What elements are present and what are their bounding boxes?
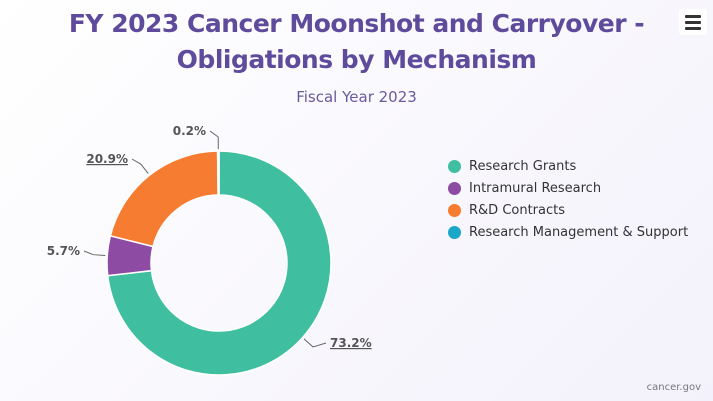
legend-item[interactable]: Intramural Research [448,177,688,199]
legend-item[interactable]: Research Grants [448,155,688,177]
legend-swatch [448,181,461,195]
legend-swatch [448,225,461,239]
chart-menu-button[interactable] [679,9,707,35]
legend-label: R&D Contracts [469,202,566,218]
data-label-connector [303,338,327,348]
chart-subtitle: Fiscal Year 2023 [296,88,417,106]
data-label-connector [131,158,149,174]
legend-item[interactable]: R&D Contracts [448,199,688,221]
chart-title-line-2: Obligations by Mechanism [176,45,537,74]
data-label-connector [83,250,106,256]
donut-slice-research-management-support[interactable] [216,150,220,196]
data-label: 73.2% [330,336,372,350]
data-label: 5.7% [47,244,80,258]
chart-legend: Research Grants Intramural Research R&D Co… [448,155,688,243]
legend-label: Research Grants [469,158,577,174]
data-label: 0.2% [173,124,206,138]
legend-swatch [448,159,461,173]
hamburger-menu-icon [685,14,701,18]
legend-item[interactable]: Research Management & Support [448,221,688,243]
hamburger-menu-icon-bar [685,26,701,30]
chart-credit[interactable]: cancer.gov [646,382,701,393]
donut-slice-research-grants[interactable] [106,150,332,376]
chart-title-line-1: FY 2023 Cancer Moonshot and Carryover - [68,9,645,38]
legend-swatch [448,203,461,217]
chart-title: FY 2023 Cancer Moonshot and Carryover - O… [60,6,653,78]
data-label-connector [209,130,219,150]
data-label: 20.9% [86,152,128,166]
hamburger-menu-icon-bar [685,20,701,24]
legend-label: Intramural Research [469,180,602,196]
legend-label: Research Management & Support [469,224,689,240]
